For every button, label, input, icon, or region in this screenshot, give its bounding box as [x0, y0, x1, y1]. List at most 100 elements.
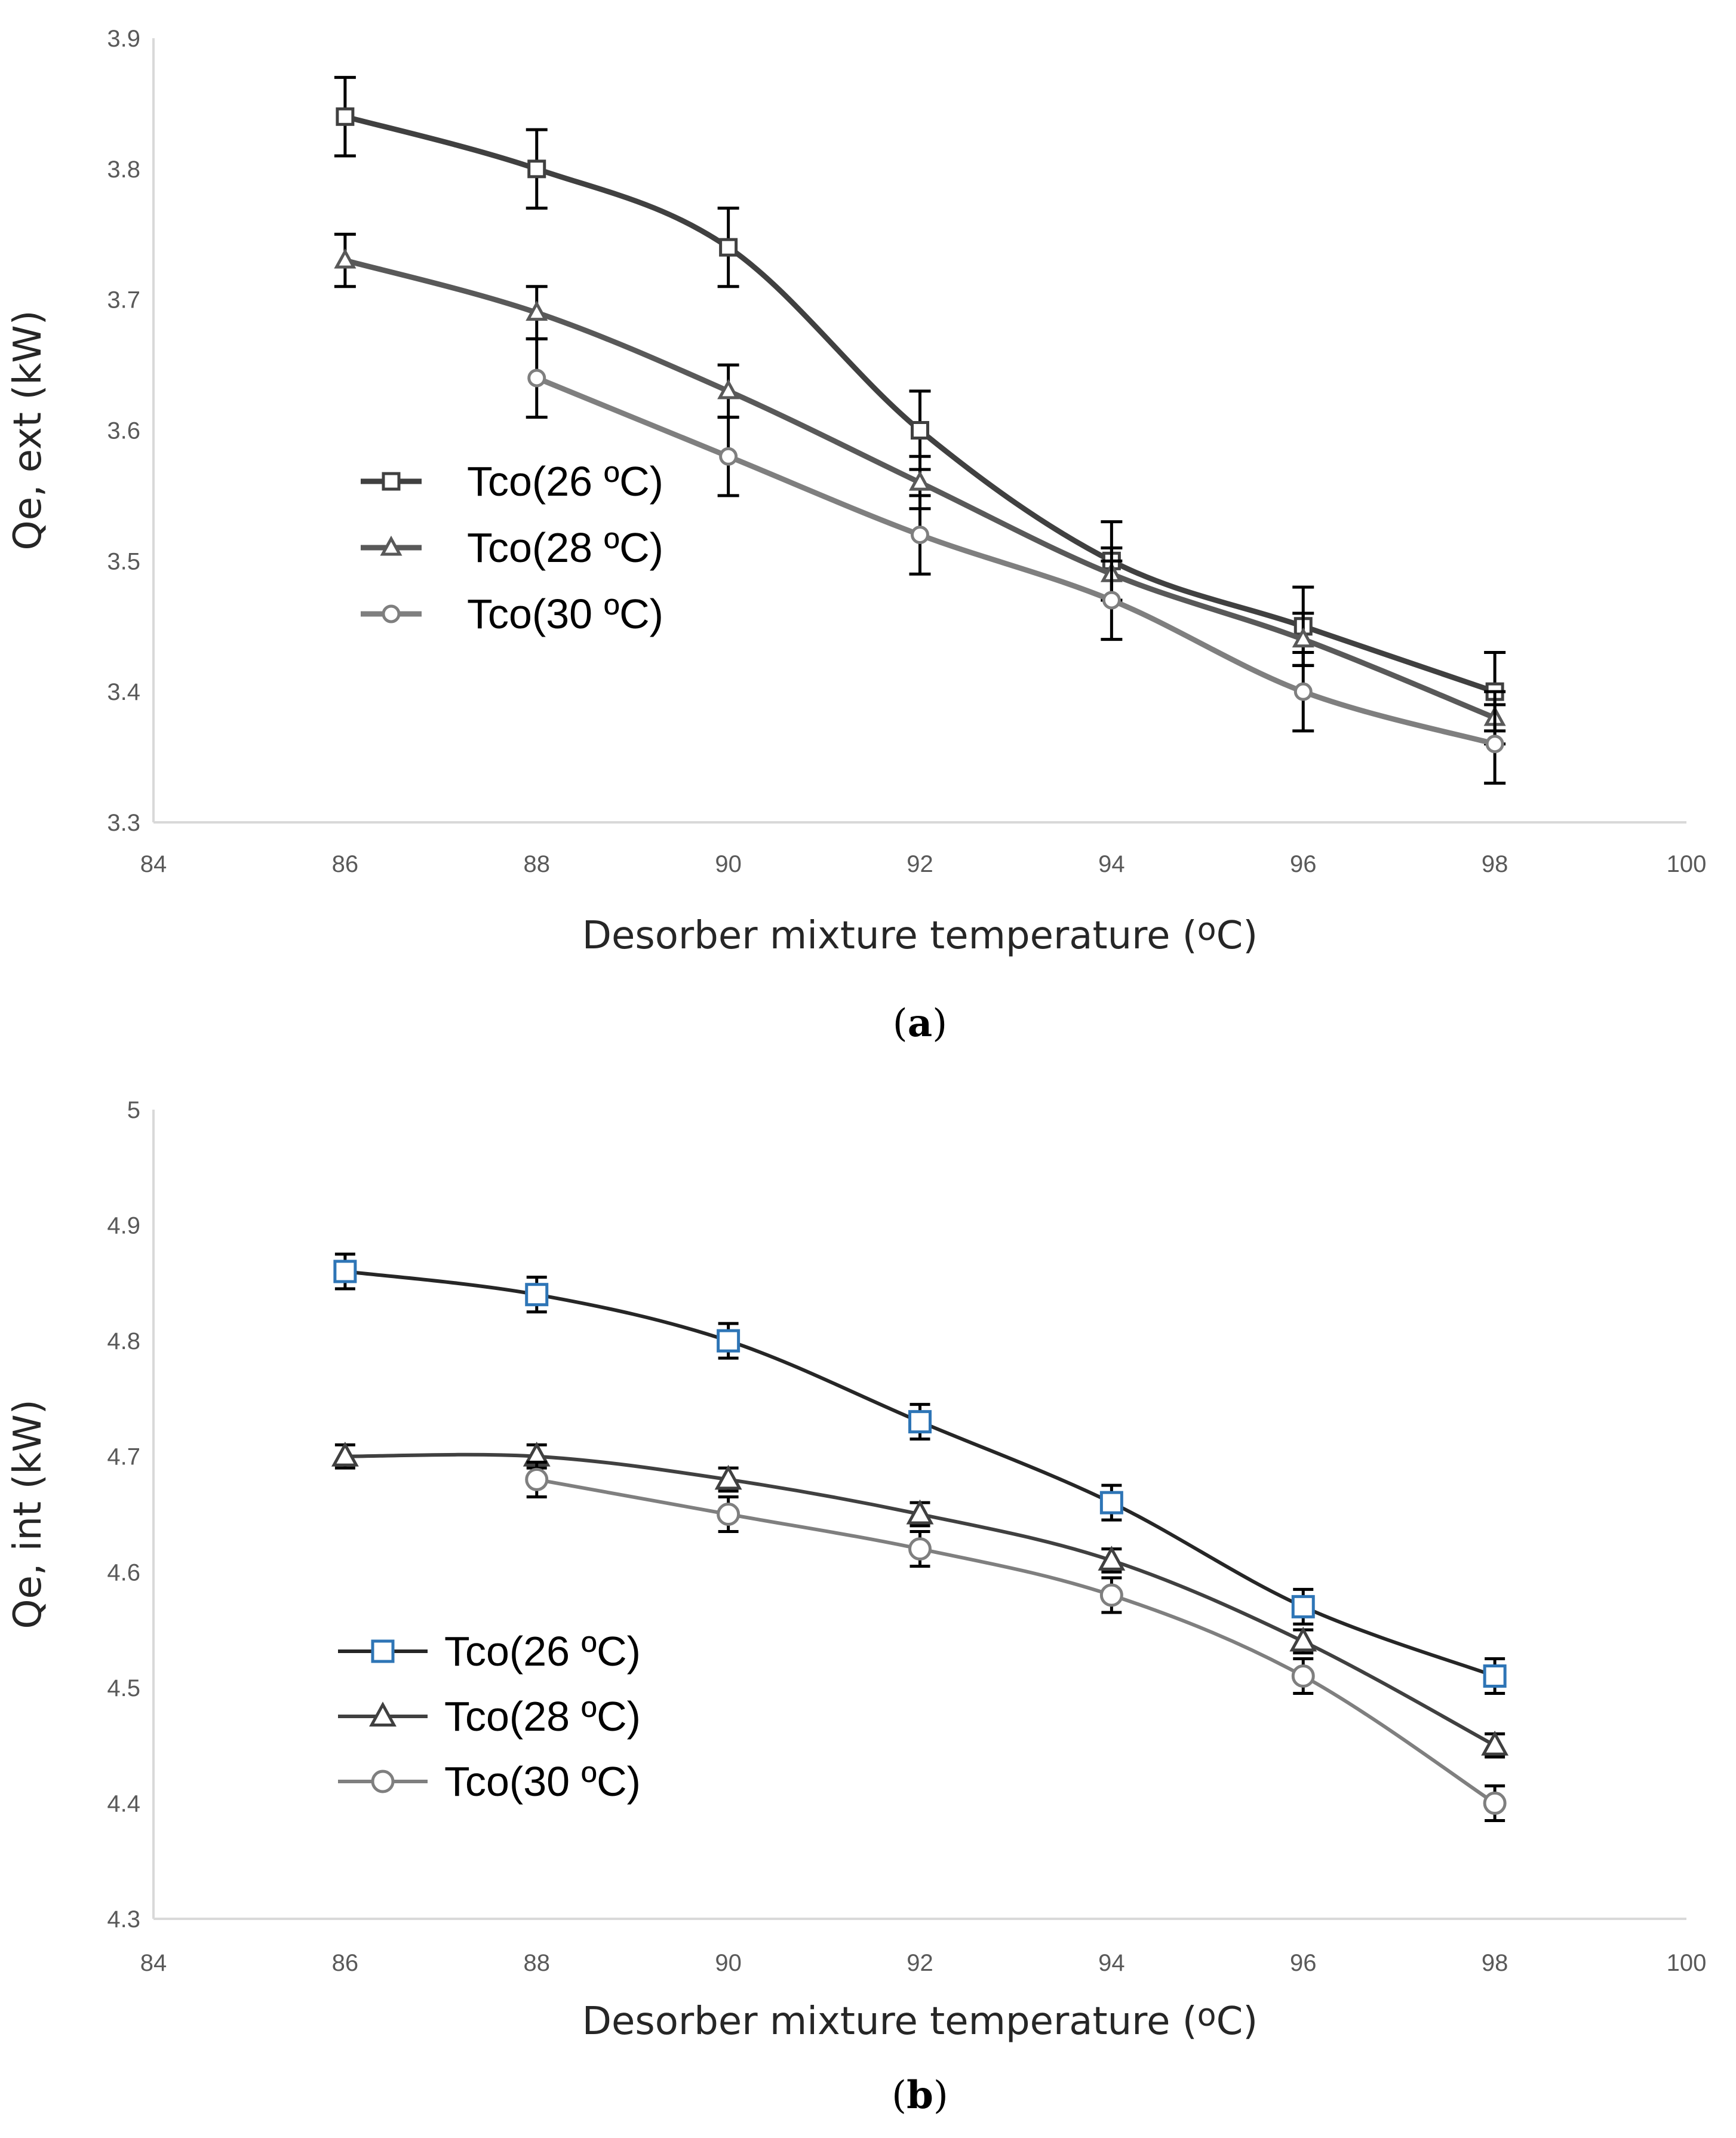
x-axis-title-unit: C)	[1216, 914, 1258, 958]
legend-marker	[369, 1701, 397, 1727]
y-tick-label: 3.7	[107, 287, 140, 314]
data-point	[1483, 1664, 1507, 1688]
legend-item-1: Tco(28 ºC)	[361, 524, 663, 571]
legend-label: Tco(26 ºC)	[444, 1628, 641, 1675]
legend-marker	[371, 1639, 395, 1663]
legend-label: Tco(30 ºC)	[467, 591, 663, 637]
data-point	[719, 447, 738, 466]
legend-marker	[371, 1770, 395, 1793]
data-point	[1291, 1595, 1315, 1618]
x-tick-label: 88	[524, 851, 551, 877]
x-tick-label: 100	[1667, 1950, 1707, 1976]
data-point	[526, 300, 548, 321]
y-tick-label: 4.9	[107, 1213, 140, 1239]
legend-label: Tco(28 ºC)	[444, 1693, 641, 1740]
data-point	[331, 1441, 359, 1467]
chart-b: 84 86 88 90 92 94 96 98 100 4.3 4.4 4.5 4.6 4.7 4.8 4.9…	[6, 1097, 1706, 2118]
y-tick-label: 4.6	[107, 1559, 140, 1586]
x-axis-title: Desorber mixture temperature (oC)	[582, 912, 1258, 958]
data-point	[1099, 1491, 1123, 1515]
series-2	[526, 337, 1506, 785]
data-point	[717, 1503, 741, 1526]
data-point	[908, 1410, 932, 1434]
data-point	[525, 1467, 549, 1491]
panel-label: (b)	[892, 2073, 948, 2118]
panel-label-open: (	[893, 1002, 908, 1046]
y-tick-label: 3.3	[107, 810, 140, 836]
series-1	[334, 232, 1506, 746]
legend-item-0: Tco(26 ºC)	[361, 458, 663, 505]
y-tick-label: 3.5	[107, 548, 140, 575]
x-axis-title: Desorber mixture temperature (oC)	[582, 1998, 1258, 2044]
data-point	[908, 1537, 932, 1561]
data-point	[1481, 1730, 1509, 1756]
data-point	[908, 470, 932, 491]
series-2	[525, 1460, 1507, 1822]
data-point	[906, 1499, 934, 1525]
legend-label: Tco(28 ºC)	[467, 524, 663, 571]
y-tick-label: 5	[127, 1097, 140, 1123]
series-0	[333, 1252, 1507, 1695]
data-point	[1102, 591, 1121, 610]
y-tick-label: 3.8	[107, 156, 140, 183]
data-point	[1291, 1664, 1315, 1688]
data-point	[1483, 1791, 1507, 1815]
y-tick-label: 3.9	[107, 26, 140, 52]
x-axis-title-main: Desorber mixture temperature (	[582, 914, 1197, 958]
data-point	[1293, 682, 1313, 701]
x-tick-label: 86	[332, 1950, 359, 1976]
legend-item-2: Tco(30 ºC)	[361, 591, 663, 637]
chart-a: 84 86 88 90 92 94 96 98 100 3.3 3.4 3.5 3.6 3.7 3.8 3.9…	[6, 26, 1706, 1046]
data-point	[1098, 1546, 1126, 1571]
x-tick-label: 86	[332, 851, 359, 877]
panel-label: (a)	[893, 1001, 947, 1046]
data-point	[334, 248, 357, 269]
legend-item-1: Tco(28 ºC)	[338, 1693, 641, 1740]
panel-label-close: )	[932, 1002, 947, 1046]
data-point	[714, 1464, 742, 1490]
legend-item-0: Tco(26 ºC)	[338, 1628, 641, 1675]
series-line	[534, 375, 1498, 747]
x-tick-label: 98	[1482, 1950, 1508, 1976]
legend-marker	[382, 604, 401, 623]
x-tick-label: 84	[140, 851, 167, 877]
data-point	[525, 1283, 549, 1307]
data-point	[336, 107, 355, 126]
data-point	[333, 1260, 357, 1283]
x-tick-label: 98	[1482, 851, 1508, 877]
panel-label-letter: b	[907, 2073, 933, 2118]
y-tick-label: 4.3	[107, 1906, 140, 1933]
x-tick-label: 84	[140, 1950, 167, 1976]
x-tick-label: 92	[907, 851, 933, 877]
data-point	[911, 421, 929, 440]
data-point	[911, 526, 929, 545]
data-point	[719, 238, 738, 257]
legend-marker	[382, 472, 401, 491]
legend-marker	[380, 535, 402, 556]
data-point	[1099, 1583, 1123, 1607]
x-tick-label: 96	[1290, 1950, 1317, 1976]
panel-label-open: (	[892, 2074, 907, 2118]
y-tick-label: 3.6	[107, 418, 140, 444]
panel-label-close: )	[933, 2074, 948, 2118]
x-axis-title-unit: C)	[1216, 1999, 1258, 2044]
y-axis-title: Qe, ext (kW)	[6, 310, 50, 550]
x-axis-title-degree: o	[1197, 912, 1216, 948]
x-axis-title-main: Desorber mixture temperature (	[582, 1999, 1197, 2044]
x-tick-label: 90	[715, 1950, 742, 1976]
panel-label-letter: a	[908, 1001, 932, 1046]
legend-label: Tco(30 ºC)	[444, 1758, 641, 1805]
y-tick-label: 3.4	[107, 679, 140, 705]
series-line	[343, 1270, 1497, 1678]
x-tick-label: 100	[1667, 851, 1707, 877]
x-axis-title-degree: o	[1197, 1998, 1216, 2033]
x-tick-label: 88	[524, 1950, 551, 1976]
data-point	[717, 1329, 741, 1353]
legend-item-2: Tco(30 ºC)	[338, 1758, 641, 1805]
y-tick-label: 4.7	[107, 1444, 140, 1470]
series-line	[534, 1477, 1497, 1805]
data-point	[1485, 735, 1504, 754]
x-tick-label: 94	[1098, 1950, 1125, 1976]
data-point	[1292, 627, 1314, 648]
